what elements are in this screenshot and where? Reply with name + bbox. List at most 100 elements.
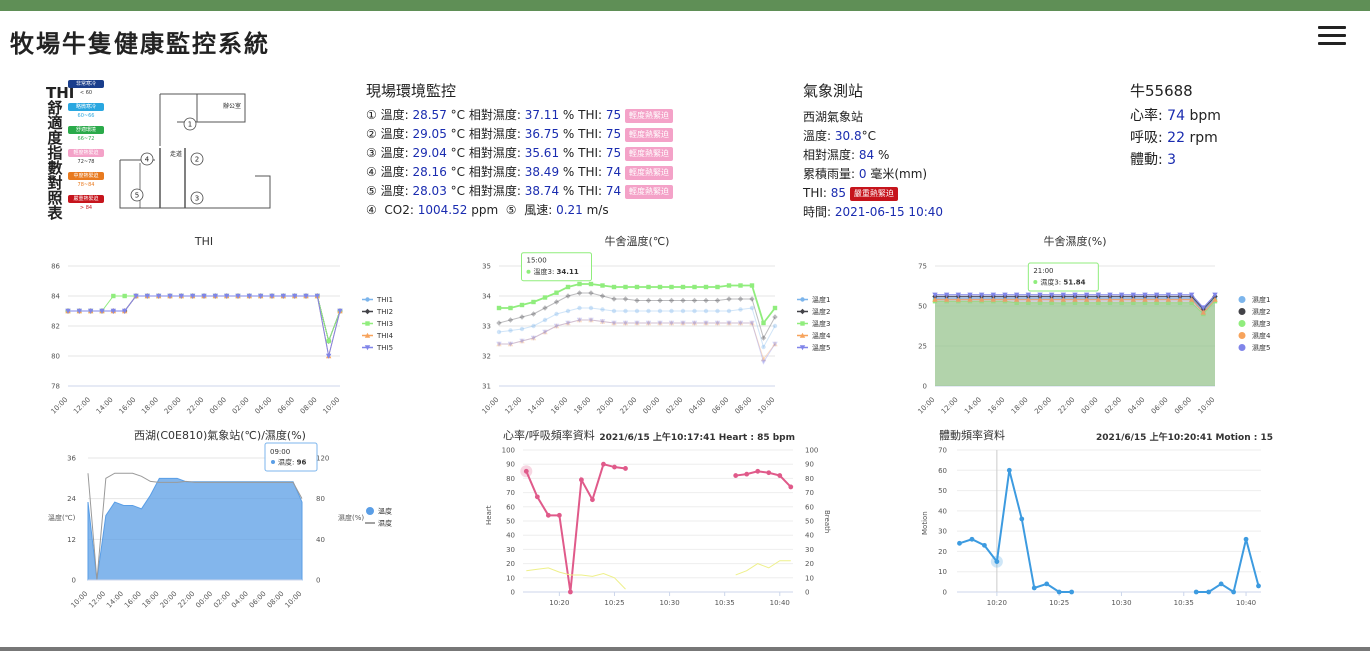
x-tick-label: 10:00 xyxy=(756,396,776,416)
legend-label: 濕度5 xyxy=(1252,343,1270,352)
series-markers xyxy=(65,293,343,344)
data-point xyxy=(545,512,551,518)
data-point xyxy=(645,320,652,326)
data-point xyxy=(99,308,105,314)
data-point xyxy=(1072,296,1078,302)
chart-title: THI xyxy=(194,235,213,248)
data-point xyxy=(1019,516,1025,522)
y-right-tick-label: 30 xyxy=(805,546,814,554)
hamburger-menu-icon[interactable] xyxy=(1318,26,1346,50)
data-point xyxy=(623,308,628,314)
y-tick-label: 50 xyxy=(918,303,927,311)
data-point xyxy=(530,335,537,341)
office-label: 辦公室 xyxy=(223,102,241,110)
data-point xyxy=(576,317,583,323)
data-point xyxy=(755,468,761,474)
x-tick-label: 08:00 xyxy=(299,396,319,416)
thi-chart: THI 78 80 82 84 86 10:00 12:00 14:00 16:00 18:00 20… xyxy=(40,232,430,426)
x-tick-label: 08:00 xyxy=(266,590,286,610)
data-point xyxy=(565,308,571,314)
env-sensor-row: ⑤ 溫度: 28.03 °C 相對濕度: 38.74 % THI: 74 輕度熱… xyxy=(366,182,686,201)
data-point xyxy=(496,320,502,326)
env-rows: ① 溫度: 28.57 °C 相對濕度: 37.11 % THI: 75 輕度熱… xyxy=(366,106,686,201)
y-tick-label: 80 xyxy=(51,353,60,361)
x-tick-label: 10:00 xyxy=(1196,396,1216,416)
humidity-label: 相對濕度: xyxy=(468,184,521,198)
x-tick-label: 12:00 xyxy=(72,396,92,416)
data-point xyxy=(519,338,525,344)
x-tick-label: 14:00 xyxy=(963,396,983,416)
tooltip-time: 09:00 xyxy=(270,448,290,456)
legend-symbol xyxy=(365,297,370,302)
series-markers xyxy=(496,290,778,341)
data-point xyxy=(235,293,241,299)
data-point xyxy=(1049,300,1054,305)
thi-legend-title: THI舒適度指數對照表 xyxy=(46,84,75,222)
x-tick-label: 06:00 xyxy=(710,396,730,416)
tooltip-box xyxy=(1027,262,1099,292)
x-tick-label: 02:00 xyxy=(212,590,232,610)
data-point xyxy=(645,297,652,304)
legend-label: 濕度2 xyxy=(1252,307,1270,316)
data-point xyxy=(982,542,987,548)
y-tick-label: 78 xyxy=(51,383,60,391)
x-tick-label: 04:00 xyxy=(1126,396,1146,416)
data-point xyxy=(646,284,651,290)
humidity-unit: % xyxy=(559,127,579,141)
data-point xyxy=(1243,536,1249,542)
data-point xyxy=(554,311,559,317)
y-right-tick-label: 0 xyxy=(316,577,320,585)
data-point xyxy=(669,284,674,290)
data-point xyxy=(703,320,709,326)
data-point xyxy=(588,317,594,323)
data-point xyxy=(1188,292,1195,298)
thi-label: THI: xyxy=(578,165,603,179)
data-point xyxy=(507,317,514,323)
data-point xyxy=(772,305,778,311)
sensor-point-label: 4 xyxy=(145,156,150,164)
data-point xyxy=(599,293,606,299)
temp-value: 29.05 xyxy=(412,127,447,141)
data-point xyxy=(269,293,275,299)
y-tick-label: 12 xyxy=(67,536,76,544)
humidity-label: 相對濕度: xyxy=(468,108,521,122)
legend-symbol xyxy=(799,332,806,338)
data-point xyxy=(726,320,732,326)
data-point xyxy=(1013,296,1020,302)
data-point xyxy=(531,299,536,305)
data-point xyxy=(167,293,173,299)
data-point xyxy=(588,305,594,311)
data-point xyxy=(657,284,663,290)
heat-stress-badge: 輕度熱緊迫 xyxy=(624,109,673,123)
series-markers xyxy=(932,292,1218,311)
cow-heart-rate: 心率: 74 bpm xyxy=(1130,108,1221,124)
temp-unit: °C xyxy=(446,146,469,160)
hover-halo xyxy=(520,465,533,478)
data-point xyxy=(1118,292,1125,298)
data-point xyxy=(280,293,287,299)
y-tick-label: 20 xyxy=(938,548,947,556)
temp-unit: °C xyxy=(446,165,469,179)
data-point xyxy=(1084,300,1089,305)
data-point xyxy=(212,293,219,299)
data-point xyxy=(189,293,196,299)
y-tick-label: 0 xyxy=(511,589,515,597)
barn-temp-chart: 牛舍溫度(℃) 31 32 33 34 35 10:00 12:00 14:00 16:00 18:… xyxy=(475,232,855,426)
x-tick-label: 18:00 xyxy=(141,590,161,610)
env-sensor-row: ④ 溫度: 28.16 °C 相對濕度: 38.49 % THI: 74 輕度熱… xyxy=(366,163,686,182)
tooltip-series: 濕度3: 51.84 xyxy=(1040,278,1085,287)
weather-station-chart: 西湖(C0E810)氣象站(℃)/濕度(%) 0 12 24 36 0 40 80 120 溫度(… xyxy=(40,425,430,624)
humidity-label: 相對濕度: xyxy=(468,127,521,141)
thi-legend-item: 略微寒冷 xyxy=(68,103,104,111)
data-point xyxy=(623,284,628,290)
thi-legend-range: 66~72 xyxy=(77,136,95,142)
thi-legend-range: < 60 xyxy=(79,90,93,96)
y-tick-label: 90 xyxy=(506,461,515,469)
legend-label: 溫度4 xyxy=(812,331,831,340)
x-tick-label: 10:35 xyxy=(1174,599,1194,607)
data-point xyxy=(623,466,628,471)
data-point xyxy=(646,308,651,314)
data-point xyxy=(519,338,525,344)
x-tick-label: 08:00 xyxy=(1173,396,1193,416)
data-point xyxy=(692,284,697,290)
